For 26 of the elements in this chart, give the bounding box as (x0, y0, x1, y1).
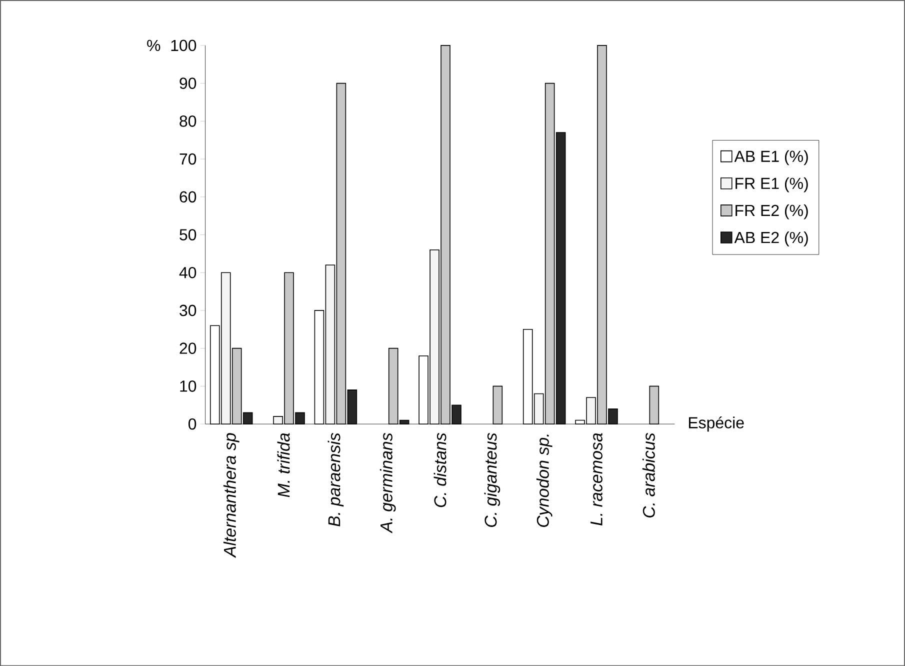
legend-label: FR E1 (%) (736, 177, 808, 192)
x-tick-label: C. distans (434, 432, 446, 507)
y-tick-label: 10 (180, 380, 196, 392)
y-tick-label: 40 (179, 266, 196, 278)
x-axis-title: Espécie (688, 416, 744, 432)
x-tick-label: Alternanthera sp (223, 433, 240, 558)
legend-label: AB E2 (%) (734, 231, 808, 246)
legend-label: AB E1 (%) (734, 150, 808, 166)
y-tick-label: 70 (180, 153, 196, 165)
y-tick-label: 60 (180, 191, 196, 202)
y-tick-label: 30 (180, 304, 196, 316)
y-tick-label: 0 (188, 418, 196, 430)
x-tick-label: A. germinans (380, 432, 396, 534)
x-tick-label: M. trifida (277, 433, 290, 498)
y-tick-label: 100 (171, 40, 196, 51)
y-tick-label: 80 (180, 115, 196, 127)
x-tick-label: L. racemosa (590, 433, 602, 526)
x-tick-label: B. paraensis (328, 432, 344, 526)
x-tick-label: C. giganteus (484, 432, 500, 527)
y-tick-label: 90 (180, 78, 196, 89)
y-tick-label: 20 (180, 342, 196, 354)
y-axis-title: % (147, 40, 160, 51)
legend-label: FR E2 (%) (736, 204, 808, 220)
x-tick-label: C. arabicus (642, 432, 655, 518)
x-tick-label: Cynodon sp. (536, 434, 552, 527)
y-tick-label: 50 (180, 228, 196, 240)
